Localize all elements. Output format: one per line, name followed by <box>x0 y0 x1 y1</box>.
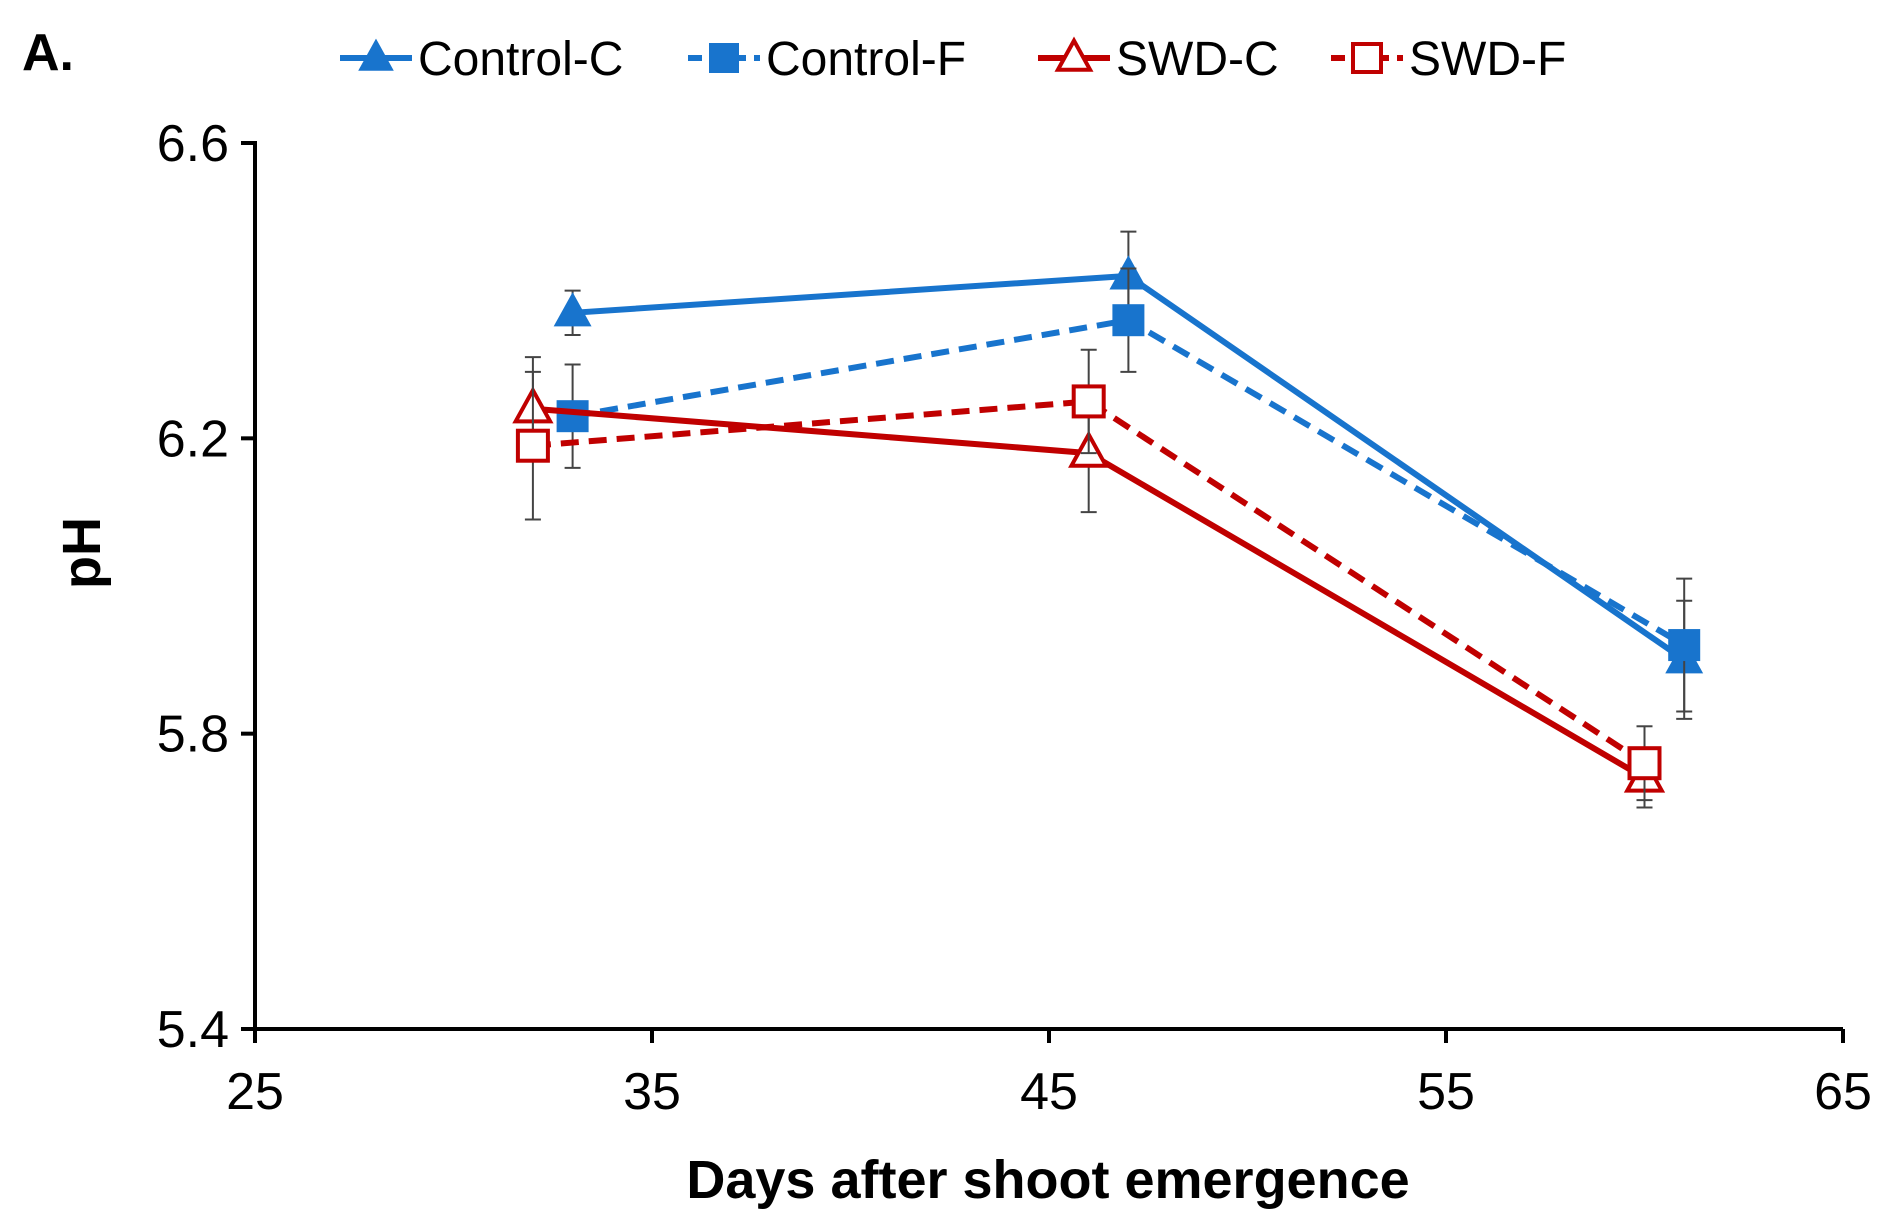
x-tick-label: 65 <box>1814 1063 1872 1121</box>
y-tick-label: 5.4 <box>157 1001 229 1059</box>
data-point <box>1071 384 1106 419</box>
x-axis-title: Days after shoot emergence <box>686 1150 1409 1210</box>
legend-label: Control-F <box>766 33 966 86</box>
data-point <box>553 292 592 327</box>
series-swd-f <box>515 348 1662 802</box>
axes: 5.4 5.8 6.2 6.6 25 35 45 55 65 <box>157 115 1872 1121</box>
series-layer <box>512 230 1704 809</box>
y-tick-label: 6.2 <box>157 410 229 468</box>
y-tick-label: 6.6 <box>157 115 229 173</box>
y-tick-label: 5.8 <box>157 706 229 764</box>
legend-marker <box>1054 36 1094 72</box>
legend-label: SWD-F <box>1409 33 1566 86</box>
x-tick-label: 45 <box>1020 1063 1078 1121</box>
data-point <box>1112 304 1145 337</box>
legend-item-control-f: Control-F <box>688 33 966 86</box>
legend: Control-C Control-F SWD-C SWD-F <box>340 33 1566 86</box>
legend-marker <box>709 43 739 73</box>
legend-item-swd-c: SWD-C <box>1038 33 1279 86</box>
data-point <box>1627 746 1662 781</box>
legend-item-swd-f: SWD-F <box>1331 33 1566 86</box>
data-point <box>1668 629 1701 662</box>
data-point <box>556 400 589 433</box>
x-tick-label: 25 <box>226 1063 284 1121</box>
series-control-f <box>556 267 1701 713</box>
legend-marker <box>1351 42 1383 74</box>
legend-item-control-c: Control-C <box>340 33 623 86</box>
legend-marker <box>358 38 394 71</box>
data-point <box>515 428 550 463</box>
y-axis-title: pH <box>52 517 112 589</box>
x-tick-label: 55 <box>1417 1063 1475 1121</box>
legend-label: SWD-C <box>1116 33 1279 86</box>
x-tick-label: 35 <box>623 1063 681 1121</box>
legend-label: Control-C <box>418 33 623 86</box>
panel-label: A. <box>22 24 74 82</box>
series-line <box>532 398 1647 766</box>
